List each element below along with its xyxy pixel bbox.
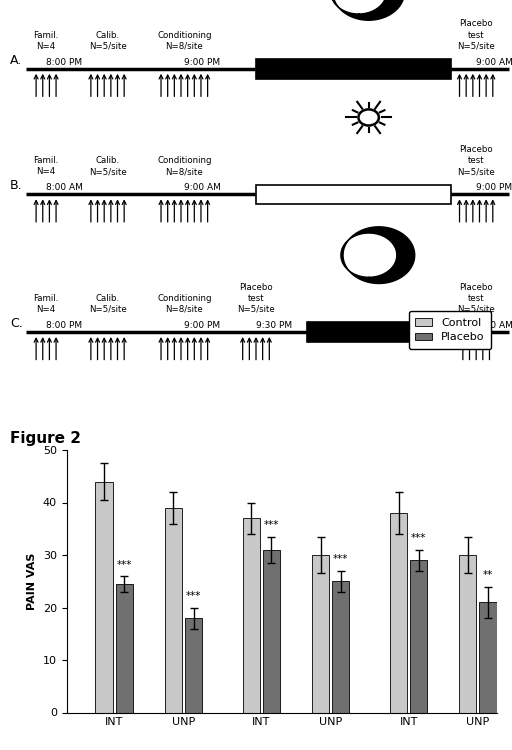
Text: Famil.
N=4: Famil. N=4	[33, 156, 59, 176]
Bar	[243, 518, 260, 712]
Bar	[312, 555, 329, 712]
Text: 9:00 PM: 9:00 PM	[184, 58, 221, 67]
Text: **: **	[483, 570, 493, 580]
Bar	[332, 581, 349, 712]
Text: 11:00 AM to 7:00 PM: 11:00 AM to 7:00 PM	[310, 190, 397, 199]
Bar	[116, 584, 133, 712]
Text: 11:00 PM to 7:00 AM: 11:00 PM to 7:00 AM	[335, 328, 422, 337]
Bar	[307, 322, 451, 342]
Text: 8:00 PM: 8:00 PM	[46, 321, 82, 330]
Text: Placebo
test
N=5/site: Placebo test N=5/site	[457, 20, 495, 51]
Text: Placebo
test
N=5/site: Placebo test N=5/site	[457, 145, 495, 176]
Text: ***: ***	[186, 591, 201, 602]
Bar	[256, 184, 451, 204]
Text: Calib.
N=5/site: Calib. N=5/site	[89, 294, 126, 314]
Text: ***: ***	[333, 554, 349, 565]
Text: ***: ***	[411, 533, 426, 544]
Text: Figure 2: Figure 2	[10, 431, 81, 446]
Text: Placebo
test
N=5/site: Placebo test N=5/site	[457, 283, 495, 314]
Bar	[410, 560, 428, 712]
Bar	[263, 550, 280, 712]
Text: 9:30 PM: 9:30 PM	[256, 321, 292, 330]
Text: C.: C.	[10, 317, 23, 330]
Text: A.: A.	[10, 54, 23, 67]
Legend: Control, Placebo: Control, Placebo	[409, 311, 491, 349]
Text: ***: ***	[117, 560, 132, 570]
Text: 11:00 PM to 7:00 AM: 11:00 PM to 7:00 AM	[310, 64, 397, 74]
Y-axis label: PAIN VAS: PAIN VAS	[27, 553, 37, 610]
Text: Famil.
N=4: Famil. N=4	[33, 31, 59, 51]
Text: Conditioning
N=8/site: Conditioning N=8/site	[157, 31, 211, 51]
Polygon shape	[331, 0, 404, 20]
Text: Placebo
test
N=5/site: Placebo test N=5/site	[237, 283, 275, 314]
Text: 8:00 AM: 8:00 AM	[46, 184, 83, 193]
Text: B.: B.	[10, 179, 23, 193]
Text: 9:00 AM: 9:00 AM	[476, 58, 512, 67]
Bar	[479, 602, 497, 712]
Text: ***: ***	[264, 520, 279, 530]
Text: Conditioning
N=8/site: Conditioning N=8/site	[157, 156, 211, 176]
Text: Calib.
N=5/site: Calib. N=5/site	[89, 156, 126, 176]
Text: 9:00 PM: 9:00 PM	[184, 321, 221, 330]
Bar	[185, 618, 202, 712]
Bar	[390, 513, 407, 712]
Bar	[165, 508, 182, 712]
Text: 8:00 PM: 8:00 PM	[46, 58, 82, 67]
Text: Calib.
N=5/site: Calib. N=5/site	[89, 31, 126, 51]
Text: Conditioning
N=8/site: Conditioning N=8/site	[157, 294, 211, 314]
Bar	[95, 482, 113, 712]
Text: 9:00 AM: 9:00 AM	[476, 321, 512, 330]
Text: 9:00 AM: 9:00 AM	[184, 184, 221, 193]
Bar	[459, 555, 477, 712]
Polygon shape	[341, 226, 415, 284]
Text: Famil.
N=4: Famil. N=4	[33, 294, 59, 314]
Text: 9:00 PM: 9:00 PM	[476, 184, 512, 193]
Bar	[256, 59, 451, 79]
